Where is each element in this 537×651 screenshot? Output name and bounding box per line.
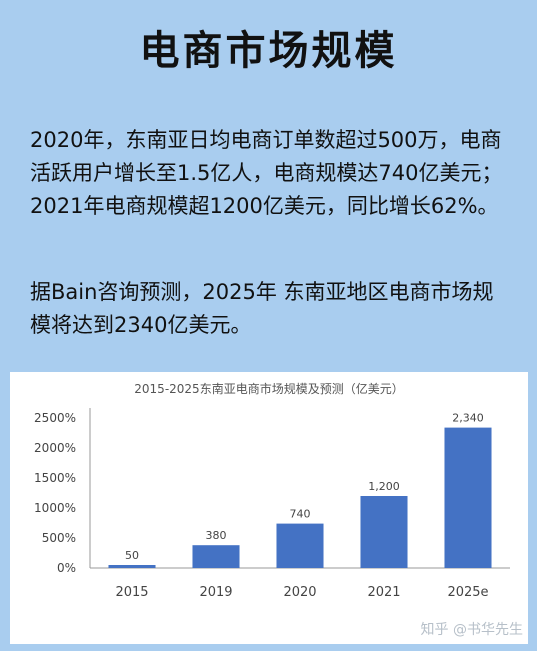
x-tick-label: 2021 <box>367 585 400 600</box>
y-tick-label: 2000% <box>34 441 76 455</box>
chart-title: 2015-2025东南亚电商市场规模及预测（亿美元） <box>134 382 404 396</box>
forecast-paragraph: 据Bain咨询预测，2025年 东南亚地区电商市场规模将达到2340亿美元。 <box>30 280 494 337</box>
bar <box>192 545 240 568</box>
page-title: 电商市场规模 <box>139 28 398 74</box>
x-tick-label: 2019 <box>199 585 232 600</box>
x-tick-label: 2015 <box>115 585 148 600</box>
bar-chart: 0% 500% 1000% 1500% 2000% 2500% 50 2015 380 2019 7… <box>34 408 510 600</box>
x-tick-label: 2025e <box>447 585 488 600</box>
y-tick-label: 2500% <box>34 411 76 425</box>
bar <box>108 565 156 568</box>
y-tick-label: 500% <box>42 531 76 545</box>
data-label: 50 <box>125 549 139 562</box>
data-label: 2,340 <box>452 412 484 425</box>
y-tick-label: 0% <box>57 561 76 575</box>
x-tick-label: 2020 <box>283 585 316 600</box>
chart-card: 2015-2025东南亚电商市场规模及预测（亿美元） 0% 500% 1000% 15… <box>10 372 528 644</box>
y-tick-label: 1000% <box>34 501 76 515</box>
intro-paragraph: 2020年，东南亚日均电商订单数超过500万，电商活跃用户增长至1.5亿人，电商… <box>30 128 503 218</box>
bar <box>360 496 408 568</box>
data-label: 380 <box>206 529 227 542</box>
data-label: 1,200 <box>368 480 400 493</box>
data-label: 740 <box>290 508 311 521</box>
watermark: 知乎 @书华先生 <box>420 622 523 638</box>
y-tick-label: 1500% <box>34 471 76 485</box>
bar <box>276 523 324 568</box>
bar <box>444 427 492 568</box>
